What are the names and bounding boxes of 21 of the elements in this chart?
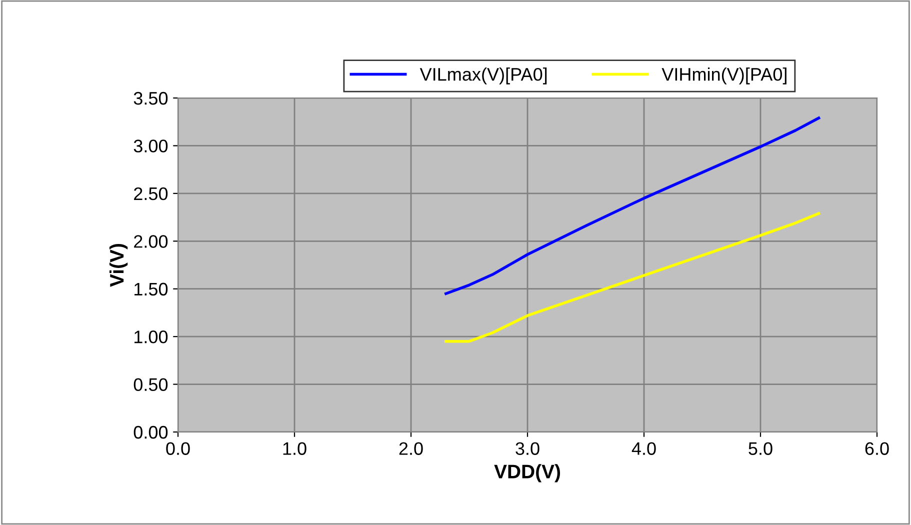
y-tick-label: 1.00 — [134, 330, 168, 344]
x-tick-label: 4.0 — [632, 442, 656, 455]
x-tick-label: 6.0 — [865, 442, 889, 455]
x-tick-label: 1.0 — [283, 442, 306, 455]
y-tick-label: 2.50 — [134, 187, 168, 200]
line-series — [444, 212, 820, 343]
y-tick-label: 3.50 — [134, 92, 168, 105]
y-tick-label: 2.00 — [134, 235, 168, 248]
x-tick-label: 3.0 — [516, 442, 540, 455]
x-axis-title: VDD(V) — [494, 464, 560, 482]
y-tick-label: 0.50 — [134, 378, 168, 392]
y-tick-label: 3.00 — [134, 140, 168, 152]
legend-label: VILmax(V)[PA0] — [420, 67, 547, 84]
y-tick-label: 1.50 — [134, 282, 168, 296]
x-tick-label: 2.0 — [399, 442, 423, 455]
y-tick-label: 0.00 — [134, 426, 168, 439]
y-axis-title: Vi(V) — [109, 244, 128, 287]
line-series — [444, 116, 820, 296]
legend-label: VIHmin(V)[PA0] — [662, 67, 786, 84]
x-tick-label: 5.0 — [748, 442, 772, 455]
x-tick-label: 0.0 — [166, 442, 190, 455]
